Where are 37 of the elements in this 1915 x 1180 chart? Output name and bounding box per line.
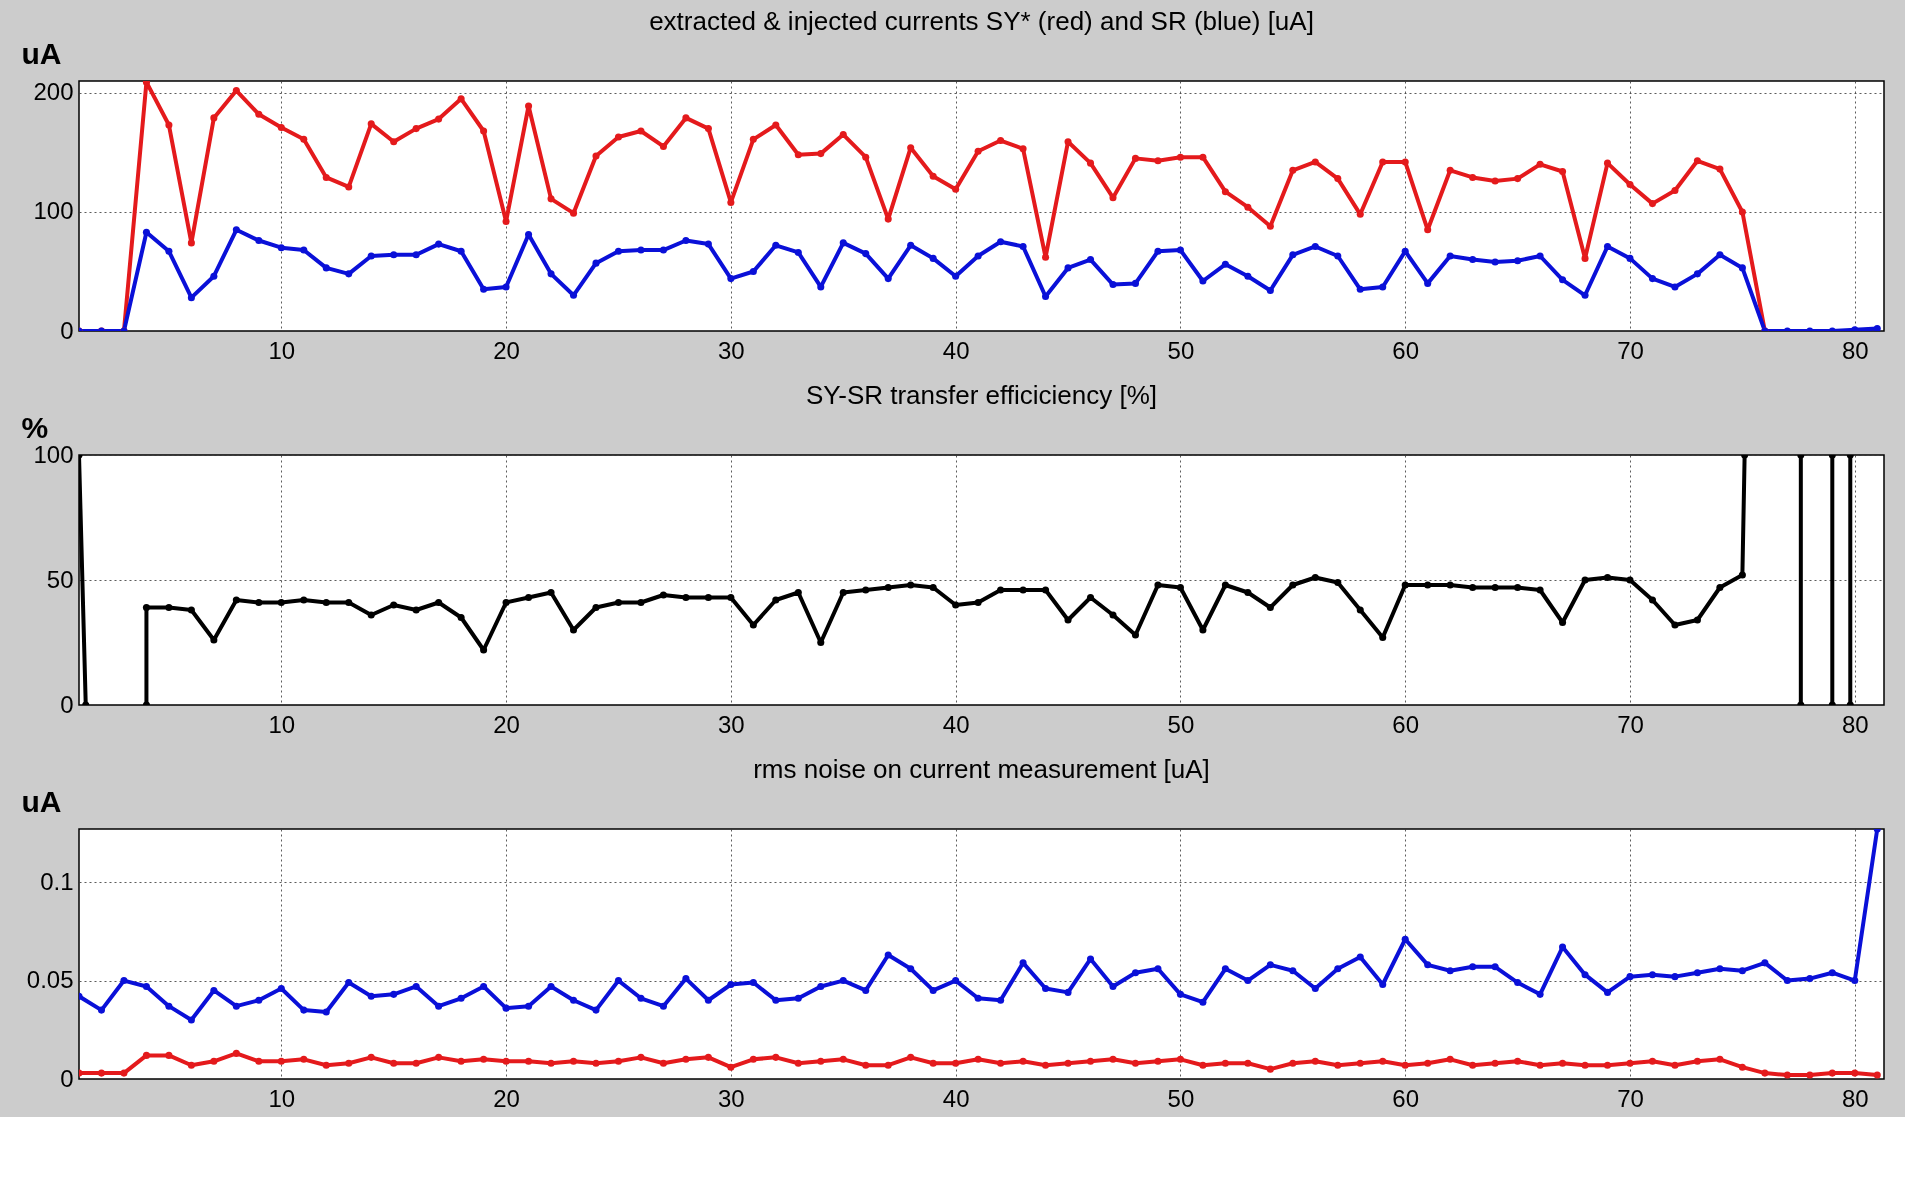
x-tick-label: 30 — [718, 1084, 745, 1112]
x-tick-label: 60 — [1392, 710, 1420, 738]
chart-title: SY-SR transfer efficiciency [%] — [805, 380, 1158, 410]
x-tick-label: 70 — [1617, 336, 1644, 364]
y-tick-label: 0 — [60, 690, 74, 718]
y-tick-label: 200 — [33, 78, 74, 106]
x-tick-label: 80 — [1841, 710, 1869, 738]
x-tick-label: 40 — [942, 336, 970, 364]
x-tick-label: 80 — [1841, 336, 1869, 364]
x-tick-label: 10 — [268, 710, 296, 738]
x-tick-label: 10 — [268, 1084, 296, 1112]
x-tick-label: 20 — [493, 710, 520, 738]
x-tick-label: 40 — [942, 710, 970, 738]
x-tick-label: 60 — [1392, 1084, 1420, 1112]
chart-title: rms noise on current measurement [uA] — [753, 754, 1210, 784]
x-tick-label: 70 — [1617, 710, 1644, 738]
x-tick-label: 50 — [1167, 710, 1195, 738]
x-tick-label: 30 — [718, 336, 745, 364]
y-tick-label: 50 — [46, 565, 74, 593]
y-tick-label: 0.05 — [26, 966, 74, 994]
x-tick-label: 60 — [1392, 336, 1420, 364]
y-tick-label: 0 — [60, 1064, 74, 1092]
x-tick-label: 20 — [493, 336, 520, 364]
y-tick-label: 0 — [60, 316, 74, 344]
x-tick-label: 80 — [1841, 1084, 1869, 1112]
x-tick-label: 40 — [942, 1084, 970, 1112]
y-axis-title: uA — [21, 36, 62, 70]
y-tick-label: 100 — [33, 197, 74, 225]
x-tick-label: 70 — [1617, 1084, 1644, 1112]
x-tick-label: 30 — [718, 710, 745, 738]
x-tick-label: 20 — [493, 1084, 520, 1112]
x-tick-label: 50 — [1167, 336, 1195, 364]
y-tick-label: 0.1 — [40, 867, 74, 895]
x-tick-label: 10 — [268, 336, 296, 364]
y-axis-title: uA — [21, 784, 62, 818]
x-tick-label: 50 — [1167, 1084, 1195, 1112]
chart-title: extracted & injected currents SY* (red) and SR (blue) [uA] — [649, 6, 1314, 36]
